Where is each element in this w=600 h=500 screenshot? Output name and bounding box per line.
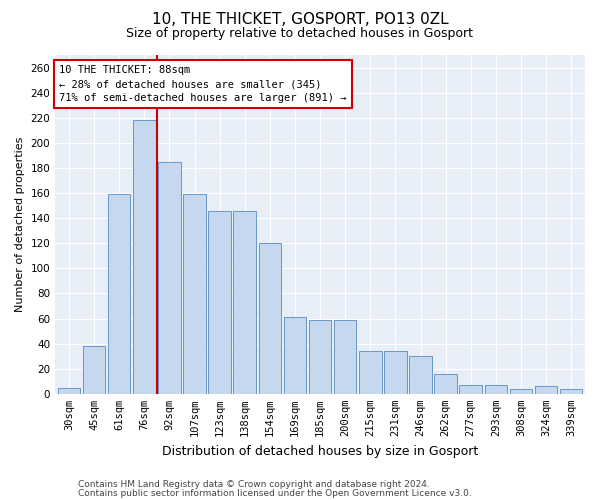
Bar: [133, 120, 155, 394]
Text: 10, THE THICKET, GOSPORT, PO13 0ZL: 10, THE THICKET, GOSPORT, PO13 0ZL: [152, 12, 448, 28]
Bar: [384, 351, 407, 394]
Bar: [485, 385, 507, 394]
Bar: [284, 318, 306, 394]
Bar: [83, 346, 106, 394]
Bar: [334, 320, 356, 394]
Text: Size of property relative to detached houses in Gosport: Size of property relative to detached ho…: [127, 28, 473, 40]
Bar: [158, 162, 181, 394]
Bar: [560, 389, 583, 394]
Bar: [509, 389, 532, 394]
Bar: [233, 210, 256, 394]
Bar: [259, 243, 281, 394]
Bar: [208, 210, 231, 394]
Bar: [535, 386, 557, 394]
Bar: [434, 374, 457, 394]
Text: Contains HM Land Registry data © Crown copyright and database right 2024.: Contains HM Land Registry data © Crown c…: [78, 480, 430, 489]
Bar: [108, 194, 130, 394]
Bar: [183, 194, 206, 394]
X-axis label: Distribution of detached houses by size in Gosport: Distribution of detached houses by size …: [162, 444, 478, 458]
Bar: [359, 351, 382, 394]
Text: 10 THE THICKET: 88sqm
← 28% of detached houses are smaller (345)
71% of semi-det: 10 THE THICKET: 88sqm ← 28% of detached …: [59, 65, 346, 103]
Bar: [309, 320, 331, 394]
Text: Contains public sector information licensed under the Open Government Licence v3: Contains public sector information licen…: [78, 488, 472, 498]
Bar: [58, 388, 80, 394]
Y-axis label: Number of detached properties: Number of detached properties: [15, 136, 25, 312]
Bar: [460, 385, 482, 394]
Bar: [409, 356, 432, 394]
